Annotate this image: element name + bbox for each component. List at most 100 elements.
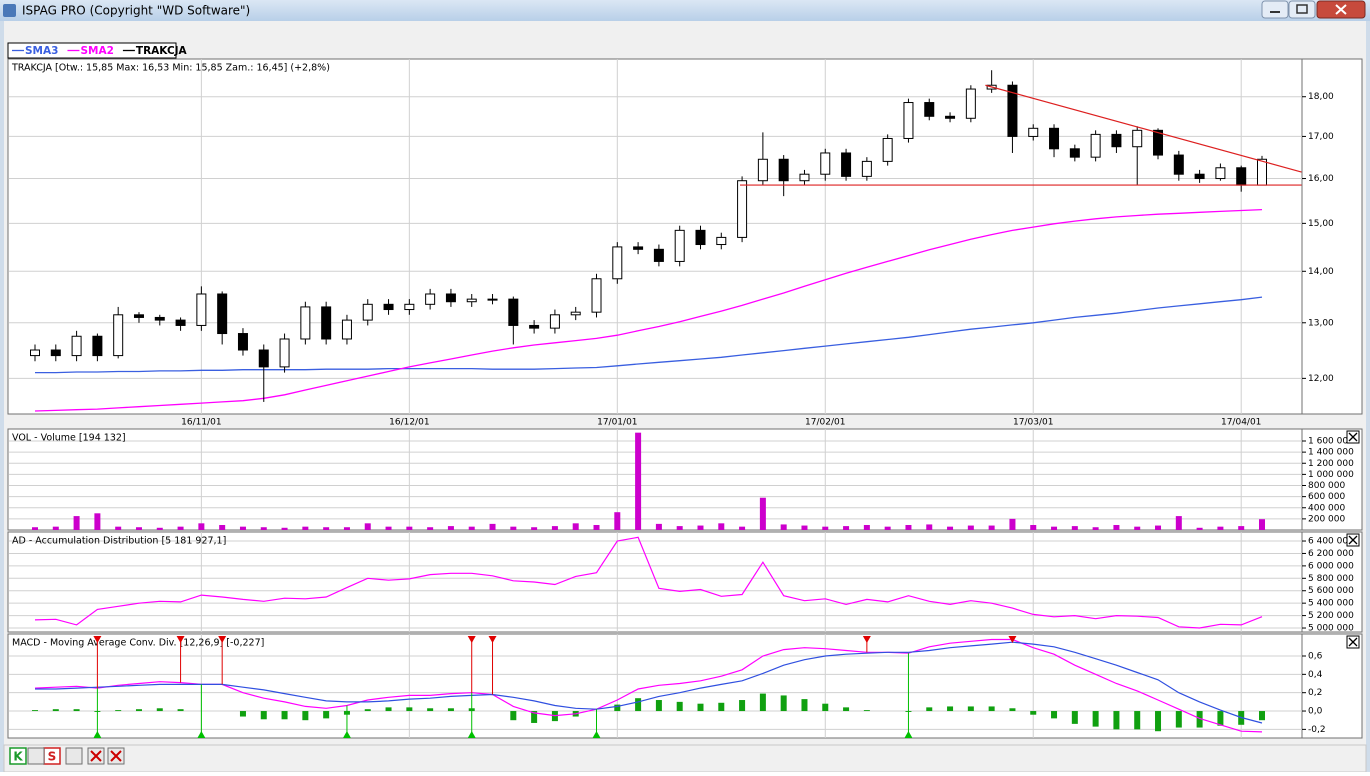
sell-signal-arrow [93,636,102,643]
volume-bar [52,526,59,530]
candle-body [695,229,706,246]
volume-bar [406,526,413,530]
maximize-button[interactable] [1288,0,1316,19]
histogram-bar [655,700,662,712]
x-tick-label: 17/04/01 [1221,418,1261,428]
candle-body [508,298,519,326]
volume-bar [32,527,38,530]
toolbar-button[interactable] [65,747,83,765]
volume-bar [614,512,621,530]
buy-signal-arrow [197,731,206,738]
y-tick-label: 1 400 000 [1308,448,1354,458]
candle-body [1007,84,1018,137]
candle-body [92,335,103,357]
candle-body [841,152,852,177]
y-tick-label: 5 800 000 [1308,574,1354,584]
volume-bar [323,527,330,530]
y-tick-label: 5 200 000 [1308,611,1354,621]
volume-bar [801,525,808,530]
window-title: ISPAG PRO (Copyright "WD Software") [22,4,250,18]
panel-title: TRAKCJA [Otw.: 15,85 Max: 16,53 Min: 15,… [11,63,330,74]
candle-body [1090,133,1101,158]
histogram-bar [926,707,933,712]
volume-bar [1175,516,1182,530]
maximize-glyph [1296,4,1308,14]
histogram-bar [1217,711,1224,726]
candle-body [1194,173,1205,180]
y-tick-label: 14,00 [1308,267,1334,277]
y-tick-label: 16,00 [1308,174,1334,184]
y-tick-label: 6 200 000 [1308,549,1354,559]
x-tick-label: 17/03/01 [1013,418,1053,428]
y-tick-label: 6 400 000 [1308,537,1354,547]
legend-label: SMA3 [25,45,58,57]
candle-body [716,236,727,246]
x-tick-label: 17/02/01 [805,418,845,428]
y-tick-label: 200 000 [1308,514,1345,524]
volume-bar [572,523,579,530]
volume-bar [926,524,933,530]
y-tick-label: 600 000 [1308,492,1345,502]
sell-signal-arrow [218,636,227,643]
candle-body [1132,129,1143,148]
histogram-bar [135,709,142,712]
candle-body [71,335,82,357]
candle-body [1236,167,1247,186]
moving-average-line [34,208,1263,412]
histogram-bar [1051,711,1058,719]
volume-bar [427,527,434,530]
volume-bar [1238,526,1245,530]
volume-bar [988,525,995,530]
x-tick-label: 17/01/01 [597,418,637,428]
volume-bar [1134,526,1141,530]
chart-panel: -0,2 0,0 0,2 0,4 0,6 MACD - Moving Average Co… [7,633,1363,739]
volume-bar [1113,524,1120,530]
legend-label: SMA2 [80,45,113,57]
candle-body [591,278,602,313]
buy-signal-arrow [342,731,351,738]
toolbar-button[interactable] [9,747,27,765]
moving-average-line [35,296,1263,374]
histogram-bar [1175,711,1182,728]
histogram-bar [52,709,59,712]
app-icon [3,4,16,17]
volume-bar [489,523,496,530]
histogram-bar [239,711,246,717]
volume-bar [468,526,475,530]
volume-bar [531,527,538,530]
candle-body [1069,148,1080,158]
y-tick-label: 1 000 000 [1308,470,1354,480]
title-bar [0,0,1370,21]
candle-body [1111,133,1122,148]
candle-body [154,316,165,321]
minimize-button[interactable] [1261,0,1289,19]
panel-background [7,428,1363,531]
histogram-bar [739,700,746,712]
candle-body [882,137,893,162]
volume-bar [967,525,974,530]
volume-bar [676,526,683,530]
volume-bar [385,526,392,530]
candle-body [924,102,935,117]
histogram-bar [73,709,80,712]
volume-bar [780,524,787,530]
toolbar-button[interactable] [27,747,45,765]
histogram-bar [281,711,288,720]
indicator-line [34,536,1263,629]
candle-body [300,306,311,340]
candle-body [1049,127,1060,150]
candle-body [341,319,352,340]
histogram-bar [156,708,163,712]
volume-bar [1196,527,1203,530]
histogram-bar [780,695,787,712]
histogram-bar [302,711,309,721]
histogram-bar [1009,708,1016,712]
y-tick-label: 400 000 [1308,503,1345,513]
candle-body [820,152,831,175]
chart-panel: 5 000 000 5 200 000 5 400 000 5 600 000 5 80… [7,531,1363,634]
histogram-bar [1259,711,1265,721]
volume-bar [1009,518,1016,530]
macd-line [34,638,1263,733]
y-tick-label: 5 600 000 [1308,586,1354,596]
